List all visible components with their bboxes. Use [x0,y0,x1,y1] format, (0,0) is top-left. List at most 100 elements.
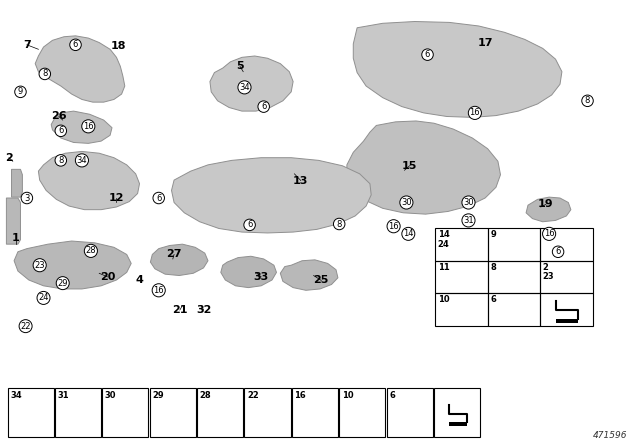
Text: 6: 6 [261,102,266,111]
Text: 18: 18 [111,41,126,51]
Text: 32: 32 [196,305,211,315]
Bar [197,388,243,437]
Text: 7: 7 [23,40,31,50]
Text: 25: 25 [314,276,329,285]
Text: 5: 5 [236,61,244,71]
Bar [556,319,578,323]
Text: 6: 6 [389,391,395,400]
Text: 3: 3 [24,194,29,202]
Text: 1: 1 [12,233,20,243]
Text: 3: 3 [543,230,548,239]
Polygon shape [221,256,276,288]
Polygon shape [347,121,500,214]
Polygon shape [280,260,338,290]
Bar [540,293,593,326]
Text: 10: 10 [438,295,449,304]
Bar [102,388,148,437]
Text: 14
24: 14 24 [438,230,449,249]
Bar [488,293,540,326]
Bar [435,261,488,293]
Text: 6: 6 [490,295,496,304]
Text: 33: 33 [253,272,269,282]
Text: 29: 29 [58,279,68,288]
Text: 6: 6 [247,220,252,229]
Text: 11: 11 [438,263,449,271]
Text: 8: 8 [58,156,63,165]
Polygon shape [12,169,22,197]
Text: 2: 2 [5,153,13,163]
Bar [292,388,338,437]
Polygon shape [35,36,125,102]
Polygon shape [210,56,293,111]
Text: 29: 29 [152,391,164,400]
Text: 31: 31 [463,216,474,225]
Bar [435,228,488,261]
Bar [435,293,488,326]
Text: 19: 19 [538,199,554,209]
Text: 17: 17 [477,38,493,47]
Text: 28: 28 [86,246,96,255]
Text: 16: 16 [544,229,554,238]
Text: 10: 10 [342,391,353,400]
Bar [488,261,540,293]
Text: 6: 6 [58,126,63,135]
Text: 30: 30 [401,198,412,207]
Text: 8: 8 [42,69,47,78]
Text: 4: 4 [136,276,143,285]
Text: 8: 8 [490,263,496,271]
Text: 24: 24 [38,293,49,302]
Bar [387,388,433,437]
Bar [540,261,593,293]
Text: 34: 34 [239,83,250,92]
Text: 6: 6 [425,50,430,59]
Text: 6: 6 [73,40,78,49]
Text: 16: 16 [154,286,164,295]
Text: 30: 30 [463,198,474,207]
Text: 28: 28 [200,391,211,400]
Text: 16: 16 [388,222,399,231]
Bar [8,388,54,437]
Text: 27: 27 [166,250,182,259]
Bar [434,388,480,437]
Polygon shape [51,111,112,143]
Polygon shape [172,158,371,233]
Text: 471596: 471596 [593,431,627,440]
Text: 20: 20 [100,272,115,282]
Text: 34: 34 [10,391,22,400]
Text: 22: 22 [247,391,259,400]
Text: 34: 34 [77,156,87,165]
Bar [540,228,593,261]
Text: 9: 9 [18,87,23,96]
Text: 13: 13 [293,176,308,185]
Text: 26: 26 [51,112,67,121]
Text: 16: 16 [83,122,93,131]
Text: 12: 12 [109,193,124,203]
Text: 6: 6 [556,247,561,256]
Text: 30: 30 [105,391,116,400]
Text: 8: 8 [337,220,342,228]
Bar [150,388,196,437]
Text: 16: 16 [294,391,306,400]
Bar [244,388,291,437]
Text: 21: 21 [172,305,188,315]
Text: 2
23: 2 23 [543,263,554,281]
Text: 14: 14 [403,229,413,238]
Polygon shape [526,197,571,222]
Polygon shape [38,151,140,210]
Text: 8: 8 [585,96,590,105]
Text: 16: 16 [470,108,480,117]
Text: 22: 22 [20,322,31,331]
Bar [488,228,540,261]
Bar [449,422,467,426]
Polygon shape [6,198,20,244]
Text: 6: 6 [156,194,161,202]
Text: 15: 15 [402,161,417,171]
Polygon shape [150,244,208,276]
Text: 31: 31 [58,391,69,400]
Text: 23: 23 [35,261,45,270]
Polygon shape [353,22,562,117]
Text: 9: 9 [490,230,496,239]
Bar [55,388,101,437]
Polygon shape [14,241,131,289]
Bar [339,388,385,437]
